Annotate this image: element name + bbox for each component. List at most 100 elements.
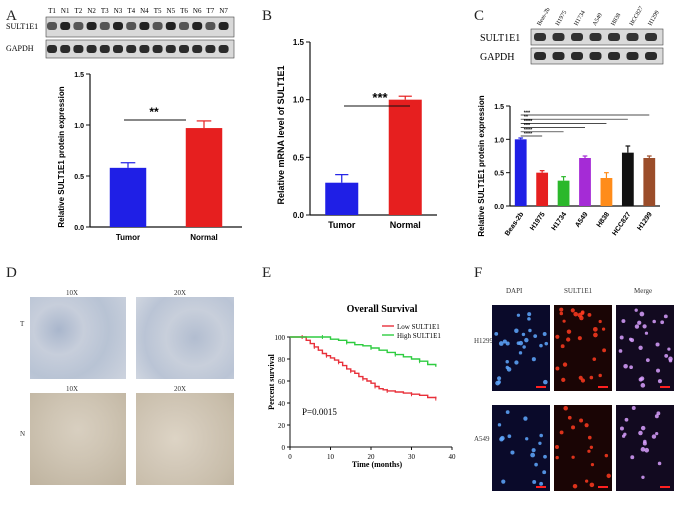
blot-c-band-sult1e1 <box>645 33 657 41</box>
blot-a-band-sult1e1 <box>47 22 57 30</box>
blot-a-band-sult1e1 <box>139 22 150 30</box>
fluor-tile <box>616 305 674 391</box>
blot-a-lane-label: T4 <box>127 7 135 15</box>
cell-dot <box>543 454 547 459</box>
cell-dot <box>555 334 560 339</box>
x-tick-label: Tumor <box>116 233 140 242</box>
panel-letter-b: B <box>262 8 273 24</box>
blot-a-lane-label: T1 <box>48 7 56 15</box>
x-tick-label: 0 <box>288 453 292 461</box>
blot-a-band-gapdh <box>126 45 137 53</box>
y-tick-label: 0.0 <box>494 204 504 211</box>
panel-letter-a: A <box>6 8 17 24</box>
blot-a: T1 N1 T2 N2 T3 N3 T4 N4 T5 N5 T6 N6 T7 N7 SULT1E1 GAP… <box>6 7 235 59</box>
x-tick-label: Beas-2b <box>504 211 525 237</box>
cell-dot <box>555 455 559 460</box>
cell-dot <box>542 332 547 336</box>
chart-a: Relative SULT1E1 protein expression 0.0 0… <box>57 72 242 242</box>
y-tick-label: 0.5 <box>293 153 305 162</box>
cell-dot <box>652 319 656 324</box>
cell-dot <box>497 376 502 381</box>
cell-dot <box>579 418 584 423</box>
blot-c-band-gapdh <box>589 52 602 60</box>
blot-c-lane-label: H838 <box>611 12 623 27</box>
cell-dot <box>641 475 645 479</box>
blot-a-lane-label: N4 <box>140 7 149 15</box>
chart-e-title: Overall Survival <box>347 304 418 315</box>
cell-dot <box>618 349 623 353</box>
d-mag-4: 20X <box>174 385 187 393</box>
cell-dot <box>660 320 665 325</box>
cell-dot <box>505 360 509 364</box>
sig-mark: ** <box>524 115 529 121</box>
cell-dot <box>655 342 660 347</box>
blot-a-band-sult1e1 <box>73 22 84 30</box>
panel-d: 10X 20X 10X 20X T N <box>18 285 258 495</box>
cell-dot <box>629 365 633 370</box>
blot-a-band-sult1e1 <box>99 22 110 30</box>
bar <box>579 158 591 206</box>
cell-dot <box>555 366 560 371</box>
scale-bar <box>660 386 670 388</box>
scale-bar <box>536 486 546 488</box>
cell-dot <box>623 432 627 436</box>
chart-b-ylabel: Relative mRNA level of SULT1E1 <box>276 65 286 204</box>
ihc-tumor-20x <box>136 297 234 379</box>
cell-dot <box>505 410 510 414</box>
ihc-normal-10x <box>30 393 126 485</box>
chart-c-sig: ******************** <box>520 111 650 138</box>
chart-e-pvalue: P=0.0015 <box>302 407 337 417</box>
x-tick-label: 40 <box>449 453 457 461</box>
cell-dot <box>624 417 629 422</box>
sig-mark: **** <box>524 119 533 125</box>
cell-dot <box>639 311 645 317</box>
f-row-a549: A549 <box>474 435 490 443</box>
blot-a-band-sult1e1 <box>218 22 229 30</box>
blot-a-band-sult1e1 <box>179 22 189 30</box>
cell-dot <box>524 337 529 343</box>
blot-c-band-sult1e1 <box>571 33 583 41</box>
cell-dot <box>570 308 575 313</box>
chart-c: Relative SULT1E1 protein expression 0.0 0… <box>477 95 660 237</box>
x-tick-label: 20 <box>368 453 376 461</box>
blot-a-band-gapdh <box>47 45 57 53</box>
blot-a-band-sult1e1 <box>205 22 216 30</box>
cell-dot <box>590 462 595 467</box>
cell-dot <box>645 358 650 363</box>
blot-a-lane-label: N7 <box>219 7 228 15</box>
blot-a-lane-label: T2 <box>75 7 83 15</box>
x-tick-label: Tumor <box>328 220 356 230</box>
blot-a-row-sult1e1: SULT1E1 <box>6 22 38 31</box>
cell-dot <box>497 423 502 427</box>
cell-dot <box>528 328 532 333</box>
cell-dot <box>497 380 501 384</box>
chart-b-significance: *** <box>372 90 388 105</box>
d-mag-1: 10X <box>66 289 79 297</box>
cell-dot <box>580 378 586 383</box>
blot-a-band-gapdh <box>73 45 84 53</box>
y-tick-label: 0.5 <box>74 174 84 181</box>
cell-dot <box>530 452 536 458</box>
cell-dot <box>501 479 506 484</box>
cell-dot <box>640 447 646 452</box>
cell-dot <box>559 311 564 316</box>
blot-a-band-sult1e1 <box>60 22 71 30</box>
cell-dot <box>534 462 538 467</box>
ihc-tumor-10x <box>30 297 126 379</box>
cell-dot <box>572 483 578 489</box>
blot-a-lane-label: N1 <box>61 7 70 15</box>
y-tick-label: 1.0 <box>74 123 84 130</box>
cell-dot <box>619 335 624 340</box>
cell-dot <box>507 434 512 439</box>
fluor-tile <box>492 305 550 391</box>
x-tick-label: HCC827 <box>611 211 632 237</box>
d-row-t: T <box>20 320 25 328</box>
d-mag-3: 10X <box>66 385 79 393</box>
cell-dot <box>571 455 575 459</box>
cell-dot <box>580 311 585 316</box>
cell-dot <box>539 343 543 348</box>
x-tick-label: H1299 <box>636 211 654 232</box>
cell-dot <box>543 379 548 385</box>
bar <box>600 178 613 206</box>
blot-c-band-gapdh <box>645 52 657 60</box>
